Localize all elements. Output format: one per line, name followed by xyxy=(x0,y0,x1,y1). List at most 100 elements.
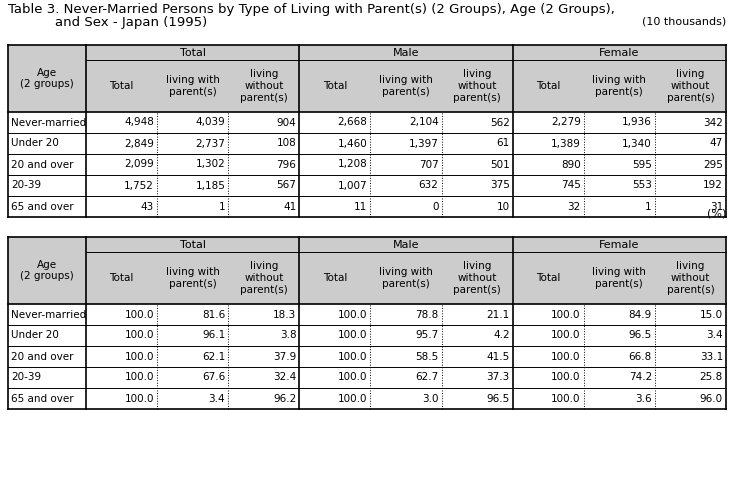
Text: Total: Total xyxy=(323,81,347,91)
Text: 1,340: 1,340 xyxy=(622,138,652,149)
Text: 2,104: 2,104 xyxy=(409,117,438,128)
Text: 1,208: 1,208 xyxy=(338,160,367,169)
Text: 100.0: 100.0 xyxy=(551,393,581,404)
Text: 100.0: 100.0 xyxy=(338,352,367,361)
Text: 18.3: 18.3 xyxy=(273,310,296,319)
Text: 20-39: 20-39 xyxy=(11,181,41,190)
Text: 58.5: 58.5 xyxy=(416,352,438,361)
Text: 1,936: 1,936 xyxy=(622,117,652,128)
Text: 20-39: 20-39 xyxy=(11,373,41,382)
Text: living
without
parent(s): living without parent(s) xyxy=(240,262,287,295)
Text: 3.0: 3.0 xyxy=(422,393,438,404)
Text: 100.0: 100.0 xyxy=(125,393,154,404)
Text: 100.0: 100.0 xyxy=(125,352,154,361)
Text: 1,007: 1,007 xyxy=(338,181,367,190)
Bar xyxy=(299,237,512,252)
Text: 108: 108 xyxy=(276,138,296,149)
Text: 33.1: 33.1 xyxy=(700,352,723,361)
Text: 1: 1 xyxy=(645,202,652,211)
Bar xyxy=(512,60,726,112)
Text: 25.8: 25.8 xyxy=(700,373,723,382)
Text: 1,460: 1,460 xyxy=(338,138,367,149)
Text: 1,185: 1,185 xyxy=(196,181,225,190)
Bar xyxy=(8,45,86,112)
Text: Age
(2 groups): Age (2 groups) xyxy=(20,68,74,89)
Bar xyxy=(8,237,86,304)
Text: 74.2: 74.2 xyxy=(629,373,652,382)
Text: 100.0: 100.0 xyxy=(338,331,367,340)
Text: (%): (%) xyxy=(707,209,726,219)
Text: 796: 796 xyxy=(276,160,296,169)
Text: and Sex - Japan (1995): and Sex - Japan (1995) xyxy=(55,16,207,29)
Text: 904: 904 xyxy=(276,117,296,128)
Text: 20 and over: 20 and over xyxy=(11,160,73,169)
Bar xyxy=(86,237,299,252)
Bar xyxy=(86,60,299,112)
Text: 41.5: 41.5 xyxy=(487,352,509,361)
Text: 100.0: 100.0 xyxy=(551,373,581,382)
Text: 562: 562 xyxy=(490,117,509,128)
Text: Male: Male xyxy=(393,240,419,249)
Text: 96.5: 96.5 xyxy=(629,331,652,340)
Text: 41: 41 xyxy=(283,202,296,211)
Text: 15.0: 15.0 xyxy=(700,310,723,319)
Text: 81.6: 81.6 xyxy=(202,310,225,319)
Text: 100.0: 100.0 xyxy=(551,331,581,340)
Text: 3.8: 3.8 xyxy=(280,331,296,340)
Text: living with
parent(s): living with parent(s) xyxy=(592,75,647,97)
Text: living
without
parent(s): living without parent(s) xyxy=(240,70,287,103)
Text: 96.5: 96.5 xyxy=(487,393,509,404)
Text: 567: 567 xyxy=(276,181,296,190)
Text: 1,397: 1,397 xyxy=(409,138,438,149)
Text: 66.8: 66.8 xyxy=(629,352,652,361)
Text: 11: 11 xyxy=(354,202,367,211)
Text: 4,039: 4,039 xyxy=(196,117,225,128)
Text: 707: 707 xyxy=(419,160,438,169)
Text: 62.7: 62.7 xyxy=(416,373,438,382)
Text: Total: Total xyxy=(536,81,561,91)
Text: 100.0: 100.0 xyxy=(551,310,581,319)
Text: Female: Female xyxy=(599,48,639,57)
Text: 96.2: 96.2 xyxy=(273,393,296,404)
Bar xyxy=(512,237,726,252)
Text: 100.0: 100.0 xyxy=(338,393,367,404)
Bar xyxy=(86,252,299,304)
Text: 595: 595 xyxy=(632,160,652,169)
Text: (10 thousands): (10 thousands) xyxy=(642,16,726,26)
Text: 100.0: 100.0 xyxy=(125,331,154,340)
Text: 10: 10 xyxy=(496,202,509,211)
Bar xyxy=(299,45,512,60)
Text: Total: Total xyxy=(180,48,206,57)
Text: living
without
parent(s): living without parent(s) xyxy=(666,262,715,295)
Text: Total: Total xyxy=(109,81,133,91)
Text: living
without
parent(s): living without parent(s) xyxy=(453,262,501,295)
Text: 65 and over: 65 and over xyxy=(11,202,73,211)
Text: 553: 553 xyxy=(632,181,652,190)
Text: 43: 43 xyxy=(141,202,154,211)
Text: 21.1: 21.1 xyxy=(487,310,509,319)
Text: living
without
parent(s): living without parent(s) xyxy=(666,70,715,103)
Text: Never-married: Never-married xyxy=(11,310,86,319)
Text: 0: 0 xyxy=(432,202,438,211)
Text: 192: 192 xyxy=(703,181,723,190)
Text: Total: Total xyxy=(180,240,206,249)
Text: 2,737: 2,737 xyxy=(196,138,225,149)
Text: 100.0: 100.0 xyxy=(125,310,154,319)
Text: Age
(2 groups): Age (2 groups) xyxy=(20,260,74,281)
Text: 100.0: 100.0 xyxy=(551,352,581,361)
Text: 37.9: 37.9 xyxy=(273,352,296,361)
Text: Never-married: Never-married xyxy=(11,117,86,128)
Text: 37.3: 37.3 xyxy=(487,373,509,382)
Text: Under 20: Under 20 xyxy=(11,138,59,149)
Text: living with
parent(s): living with parent(s) xyxy=(379,75,433,97)
Text: 1,752: 1,752 xyxy=(124,181,154,190)
Text: 84.9: 84.9 xyxy=(629,310,652,319)
Text: 2,279: 2,279 xyxy=(551,117,581,128)
Text: 100.0: 100.0 xyxy=(338,310,367,319)
Text: 31: 31 xyxy=(710,202,723,211)
Text: 1: 1 xyxy=(218,202,225,211)
Bar xyxy=(299,252,512,304)
Text: living
without
parent(s): living without parent(s) xyxy=(453,70,501,103)
Text: 61: 61 xyxy=(496,138,509,149)
Text: 4.2: 4.2 xyxy=(493,331,509,340)
